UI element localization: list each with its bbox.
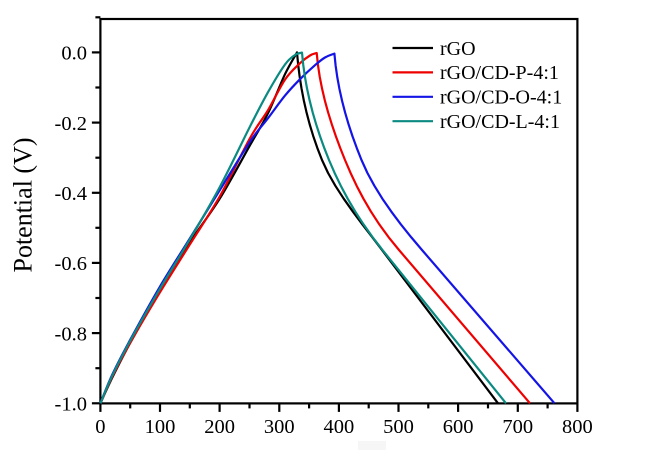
svg-text:rGO: rGO xyxy=(440,38,476,60)
svg-text:-0.8: -0.8 xyxy=(55,323,87,345)
svg-text:rGO/CD-P-4:1: rGO/CD-P-4:1 xyxy=(440,62,559,84)
svg-text:-0.4: -0.4 xyxy=(55,183,87,205)
svg-text:Potential (V): Potential (V) xyxy=(9,137,38,272)
svg-text:200: 200 xyxy=(204,416,235,438)
svg-text:400: 400 xyxy=(324,416,355,438)
svg-text:0: 0 xyxy=(95,416,105,438)
svg-text:500: 500 xyxy=(383,416,414,438)
svg-text:700: 700 xyxy=(502,416,533,438)
svg-text:rGO/CD-O-4:1: rGO/CD-O-4:1 xyxy=(440,87,562,109)
svg-text:-1.0: -1.0 xyxy=(55,394,87,416)
svg-text:600: 600 xyxy=(443,416,474,438)
svg-text:-0.2: -0.2 xyxy=(55,113,87,135)
svg-text:rGO/CD-L-4:1: rGO/CD-L-4:1 xyxy=(440,111,560,133)
svg-text:0.0: 0.0 xyxy=(61,43,87,65)
svg-text:100: 100 xyxy=(145,416,176,438)
svg-text:800: 800 xyxy=(562,416,593,438)
svg-text:300: 300 xyxy=(264,416,295,438)
svg-text:-0.6: -0.6 xyxy=(55,253,87,275)
